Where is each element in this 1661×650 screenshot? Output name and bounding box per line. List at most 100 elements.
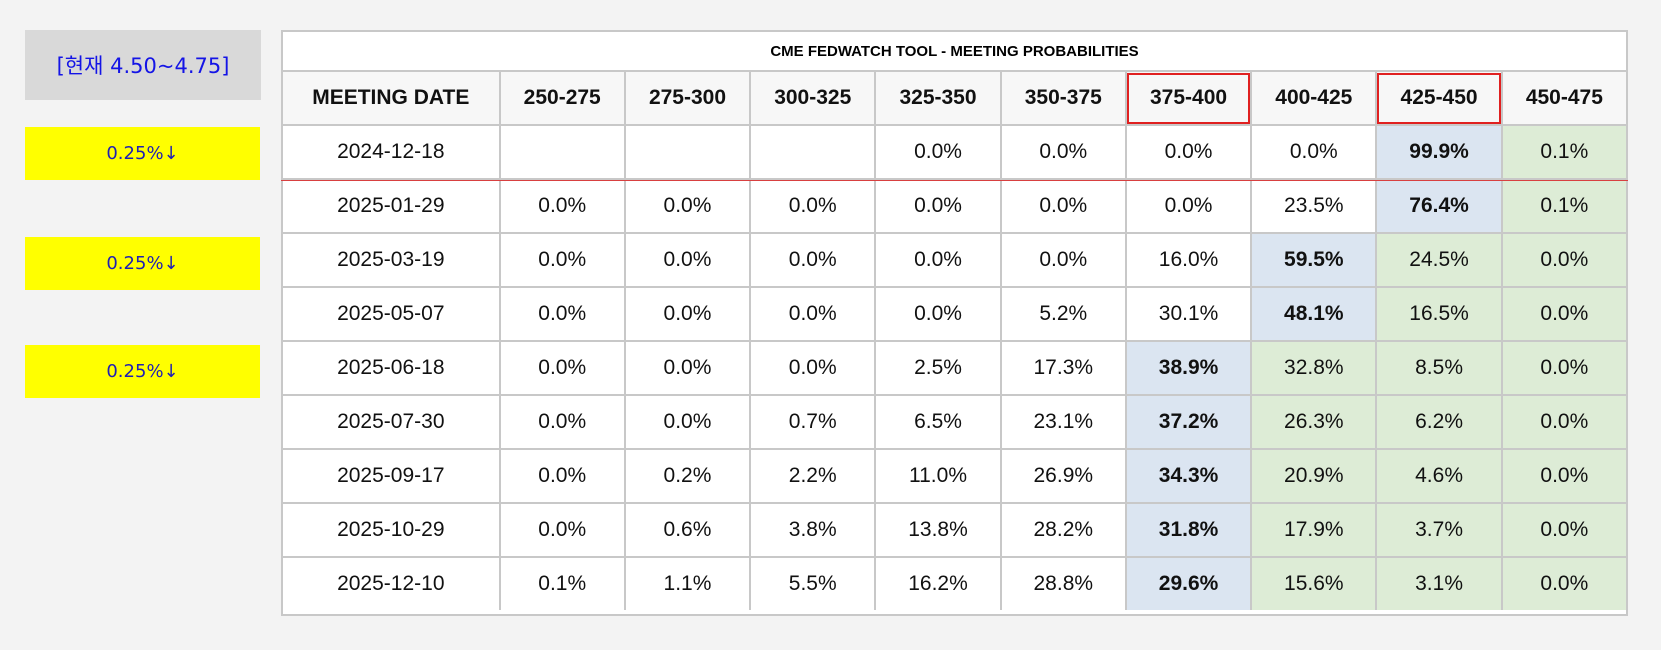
column-header-rate-range: 450-475 bbox=[1500, 72, 1626, 126]
probability-cell: 28.2% bbox=[999, 502, 1127, 558]
probability-cell: 0.0% bbox=[498, 502, 626, 558]
column-header-rate-range: 325-350 bbox=[874, 72, 1002, 126]
probability-cell: 0.0% bbox=[498, 448, 626, 504]
probability-cell: 15.6% bbox=[1250, 556, 1378, 610]
probability-cell: 1.1% bbox=[623, 556, 752, 610]
column-header-meeting-date: MEETING DATE bbox=[283, 72, 501, 126]
probability-cell: 23.1% bbox=[999, 394, 1127, 450]
probability-cell: 0.0% bbox=[874, 286, 1002, 342]
meeting-date-cell: 2025-09-17 bbox=[283, 448, 501, 504]
meeting-date-cell: 2024-12-18 bbox=[283, 124, 501, 180]
probability-cell: 34.3% bbox=[1124, 448, 1253, 504]
probability-cell: 3.8% bbox=[749, 502, 877, 558]
probability-cell: 3.7% bbox=[1375, 502, 1503, 558]
table-row: 2025-05-07 0.0% 0.0% 0.0% 0.0% 5.2% 30.1% 48.1%… bbox=[283, 286, 1626, 342]
probability-cell: 48.1% bbox=[1250, 286, 1378, 342]
probability-cell: 0.0% bbox=[623, 340, 752, 396]
probability-cell: 0.0% bbox=[874, 232, 1002, 288]
table-header-row: MEETING DATE 250-275 275-300 300-325 325-350… bbox=[283, 72, 1626, 126]
column-header-rate-range: 350-375 bbox=[999, 72, 1127, 126]
probability-cell: 0.0% bbox=[1500, 394, 1626, 450]
probability-cell: 26.9% bbox=[999, 448, 1127, 504]
probability-cell: 0.0% bbox=[498, 340, 626, 396]
divider-line bbox=[281, 180, 1628, 181]
meeting-date-cell: 2025-01-29 bbox=[283, 178, 501, 234]
probability-cell: 0.0% bbox=[498, 286, 626, 342]
probability-cell: 28.8% bbox=[999, 556, 1127, 610]
probability-table-panel: CME FEDWATCH TOOL - MEETING PROBABILITIE… bbox=[281, 30, 1628, 616]
probability-cell: 0.0% bbox=[999, 124, 1127, 180]
probability-cell bbox=[498, 124, 626, 180]
probability-cell: 0.7% bbox=[749, 394, 877, 450]
probability-cell: 0.1% bbox=[498, 556, 626, 610]
probability-cell: 0.0% bbox=[1500, 448, 1626, 504]
rate-cut-marker: 0.25%↓ bbox=[25, 127, 260, 180]
table-row: 2025-03-19 0.0% 0.0% 0.0% 0.0% 0.0% 16.0% 59.5%… bbox=[283, 232, 1626, 288]
probability-cell: 0.0% bbox=[1500, 502, 1626, 558]
meeting-date-cell: 2025-03-19 bbox=[283, 232, 501, 288]
probability-cell: 6.5% bbox=[874, 394, 1002, 450]
probability-cell: 2.5% bbox=[874, 340, 1002, 396]
probability-cell: 13.8% bbox=[874, 502, 1002, 558]
probability-cell: 6.2% bbox=[1375, 394, 1503, 450]
column-header-rate-range: 425-450 bbox=[1375, 72, 1503, 126]
probability-cell: 29.6% bbox=[1124, 556, 1253, 610]
probability-cell bbox=[623, 124, 752, 180]
probability-cell: 30.1% bbox=[1124, 286, 1253, 342]
probability-cell: 0.0% bbox=[999, 232, 1127, 288]
current-rate-text: [현재 4.50~4.75] bbox=[56, 54, 230, 78]
probability-cell: 0.1% bbox=[1500, 178, 1626, 234]
rate-cut-text: 0.25%↓ bbox=[106, 253, 179, 274]
meeting-date-cell: 2025-06-18 bbox=[283, 340, 501, 396]
rate-cut-text: 0.25%↓ bbox=[106, 143, 179, 164]
column-header-rate-range: 300-325 bbox=[749, 72, 877, 126]
probability-cell: 0.1% bbox=[1500, 124, 1626, 180]
probability-cell: 5.5% bbox=[749, 556, 877, 610]
probability-cell: 20.9% bbox=[1250, 448, 1378, 504]
probability-cell: 99.9% bbox=[1375, 124, 1503, 180]
table-row: 2024-12-18 0.0% 0.0% 0.0% 0.0% 99.9% 0.1% bbox=[283, 124, 1626, 180]
probability-cell: 2.2% bbox=[749, 448, 877, 504]
probability-cell bbox=[749, 124, 877, 180]
table-row: 2025-12-10 0.1% 1.1% 5.5% 16.2% 28.8% 29.6% 15.… bbox=[283, 556, 1626, 610]
probability-cell: 38.9% bbox=[1124, 340, 1253, 396]
probability-table: MEETING DATE 250-275 275-300 300-325 325-350… bbox=[283, 72, 1626, 610]
meeting-date-cell: 2025-05-07 bbox=[283, 286, 501, 342]
probability-cell: 76.4% bbox=[1375, 178, 1503, 234]
probability-cell: 0.0% bbox=[749, 178, 877, 234]
probability-cell: 0.0% bbox=[749, 232, 877, 288]
column-header-rate-range: 400-425 bbox=[1250, 72, 1378, 126]
probability-cell: 0.0% bbox=[1250, 124, 1378, 180]
probability-cell: 0.0% bbox=[749, 340, 877, 396]
probability-cell: 3.1% bbox=[1375, 556, 1503, 610]
probability-cell: 23.5% bbox=[1250, 178, 1378, 234]
column-header-rate-range: 375-400 bbox=[1124, 72, 1253, 126]
probability-cell: 0.0% bbox=[623, 232, 752, 288]
column-header-rate-range: 275-300 bbox=[623, 72, 752, 126]
probability-cell: 5.2% bbox=[999, 286, 1127, 342]
probability-cell: 0.0% bbox=[874, 124, 1002, 180]
probability-cell: 17.3% bbox=[999, 340, 1127, 396]
probability-cell: 0.0% bbox=[498, 394, 626, 450]
table-row: 2025-01-29 0.0% 0.0% 0.0% 0.0% 0.0% 0.0% 23.5% 7… bbox=[283, 178, 1626, 234]
probability-cell: 0.0% bbox=[623, 394, 752, 450]
probability-cell: 0.0% bbox=[623, 286, 752, 342]
probability-cell: 0.0% bbox=[1500, 286, 1626, 342]
table-row: 2025-10-29 0.0% 0.6% 3.8% 13.8% 28.2% 31.8% 17.… bbox=[283, 502, 1626, 558]
probability-cell: 0.0% bbox=[498, 178, 626, 234]
probability-cell: 0.0% bbox=[1500, 556, 1626, 610]
probability-cell: 0.0% bbox=[1124, 124, 1253, 180]
probability-cell: 26.3% bbox=[1250, 394, 1378, 450]
probability-cell: 0.6% bbox=[623, 502, 752, 558]
probability-cell: 59.5% bbox=[1250, 232, 1378, 288]
probability-cell: 0.0% bbox=[1500, 340, 1626, 396]
probability-cell: 16.0% bbox=[1124, 232, 1253, 288]
probability-cell: 0.0% bbox=[999, 178, 1127, 234]
probability-cell: 0.0% bbox=[498, 232, 626, 288]
current-rate-label: [현재 4.50~4.75] bbox=[25, 30, 261, 100]
probability-cell: 0.0% bbox=[1124, 178, 1253, 234]
rate-cut-marker: 0.25%↓ bbox=[25, 345, 260, 398]
probability-cell: 31.8% bbox=[1124, 502, 1253, 558]
table-row: 2025-07-30 0.0% 0.0% 0.7% 6.5% 23.1% 37.2% 26.3… bbox=[283, 394, 1626, 450]
probability-cell: 4.6% bbox=[1375, 448, 1503, 504]
